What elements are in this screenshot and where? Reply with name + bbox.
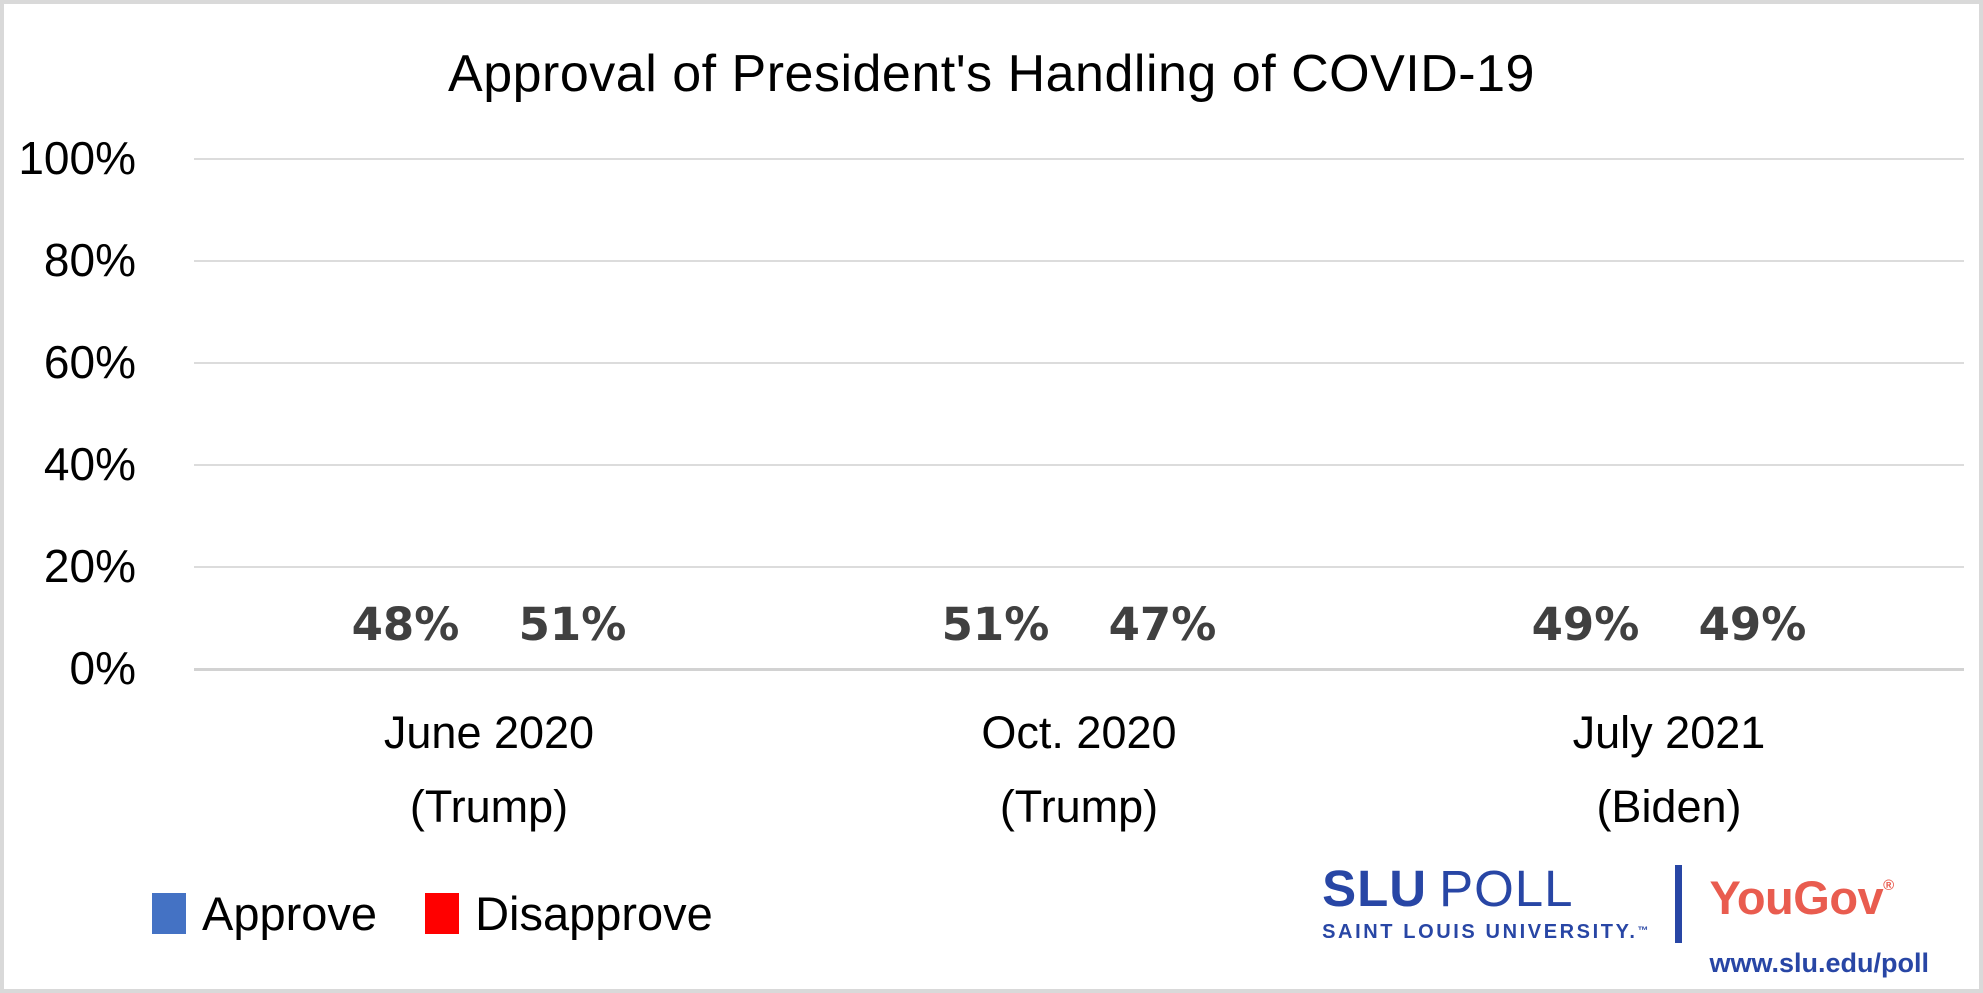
poll-url: www.slu.edu/poll: [1709, 948, 1929, 978]
slu-university-text: SAINT LOUIS UNIVERSITY.™: [1322, 921, 1648, 944]
yougov-name: YouGov: [1709, 871, 1884, 924]
legend-swatch-approve: [152, 893, 186, 934]
bar-value-label: 49%: [1698, 598, 1807, 651]
bar-group-0: 48% 51%: [194, 159, 784, 669]
bar-column: 51%: [506, 598, 639, 669]
gridline-20: [194, 566, 1964, 568]
gridline-100: [194, 158, 1964, 160]
bar-value-label: 47%: [1108, 598, 1217, 651]
legend-item-disapprove: Disapprove: [425, 886, 713, 941]
x-label-period: June 2020: [383, 707, 595, 758]
gridline-80: [194, 260, 1964, 262]
x-category-label-1: Oct. 2020 (Trump): [784, 696, 1374, 844]
x-category-label-0: June 2020 (Trump): [194, 696, 784, 844]
gridline-60: [194, 362, 1964, 364]
slu-poll-logo: SLU POLL SAINT LOUIS UNIVERSITY.™: [1322, 860, 1648, 944]
slu-university-name: SAINT LOUIS UNIVERSITY.: [1322, 921, 1638, 943]
x-label-period: Oct. 2020: [981, 707, 1177, 758]
legend: Approve Disapprove: [152, 886, 713, 941]
x-label-president: (Biden): [1596, 781, 1742, 832]
gridline-40: [194, 464, 1964, 466]
y-tick-label-60: 60%: [43, 335, 136, 388]
chart-title: Approval of President's Handling of COVI…: [448, 45, 1535, 103]
registered-symbol: ®: [1883, 877, 1894, 894]
bar-column: 47%: [1096, 598, 1229, 669]
legend-item-approve: Approve: [152, 886, 377, 941]
x-label-president: (Trump): [999, 781, 1159, 832]
bar-group-2: 49% 49%: [1374, 159, 1964, 669]
trademark-symbol: ™: [1637, 925, 1649, 937]
bar-column: 49%: [1519, 598, 1652, 669]
y-tick-label-0: 0%: [69, 641, 136, 694]
x-category-label-2: July 2021 (Biden): [1374, 696, 1964, 844]
y-tick-label-40: 40%: [43, 437, 136, 490]
branding: SLU POLL SAINT LOUIS UNIVERSITY.™ YouGov®…: [1322, 860, 1929, 979]
legend-label: Approve: [202, 887, 378, 940]
y-tick-label-20: 20%: [43, 539, 136, 592]
bar-column: 49%: [1686, 598, 1819, 669]
y-axis-labels: 100% 80% 60% 40% 20% 0%: [4, 132, 136, 694]
x-label-president: (Trump): [409, 781, 569, 832]
bar-column: 48%: [339, 598, 472, 669]
slu-logo-text: SLU: [1322, 860, 1428, 917]
bar-group-1: 51% 47%: [784, 159, 1374, 669]
x-axis-labels: June 2020 (Trump) Oct. 2020 (Trump) July 202…: [194, 696, 1964, 846]
legend-swatch-disapprove: [425, 893, 460, 934]
plot-area: 48% 51% 51% 47% 49% 49%: [194, 158, 1964, 671]
bar-value-label: 51%: [518, 598, 627, 651]
y-tick-label-100: 100%: [18, 131, 136, 184]
bar-column: 51%: [929, 598, 1062, 669]
yougov-logo: YouGov® www.slu.edu/poll: [1709, 860, 1929, 979]
bar-value-label: 51%: [941, 598, 1050, 651]
poll-logo-text: POLL: [1439, 860, 1574, 917]
gridline-0: [194, 668, 1964, 671]
bar-value-label: 49%: [1531, 598, 1640, 651]
legend-label: Disapprove: [475, 887, 713, 940]
logo-divider: [1675, 865, 1683, 943]
yougov-logo-text: YouGov®: [1709, 860, 1929, 924]
bar-value-label: 48%: [351, 598, 460, 651]
slu-poll-logo-text: SLU POLL: [1322, 860, 1648, 918]
bar-series: 48% 51% 51% 47% 49% 49%: [194, 159, 1964, 669]
y-tick-label-80: 80%: [43, 233, 136, 286]
x-label-period: July 2021: [1572, 707, 1766, 758]
